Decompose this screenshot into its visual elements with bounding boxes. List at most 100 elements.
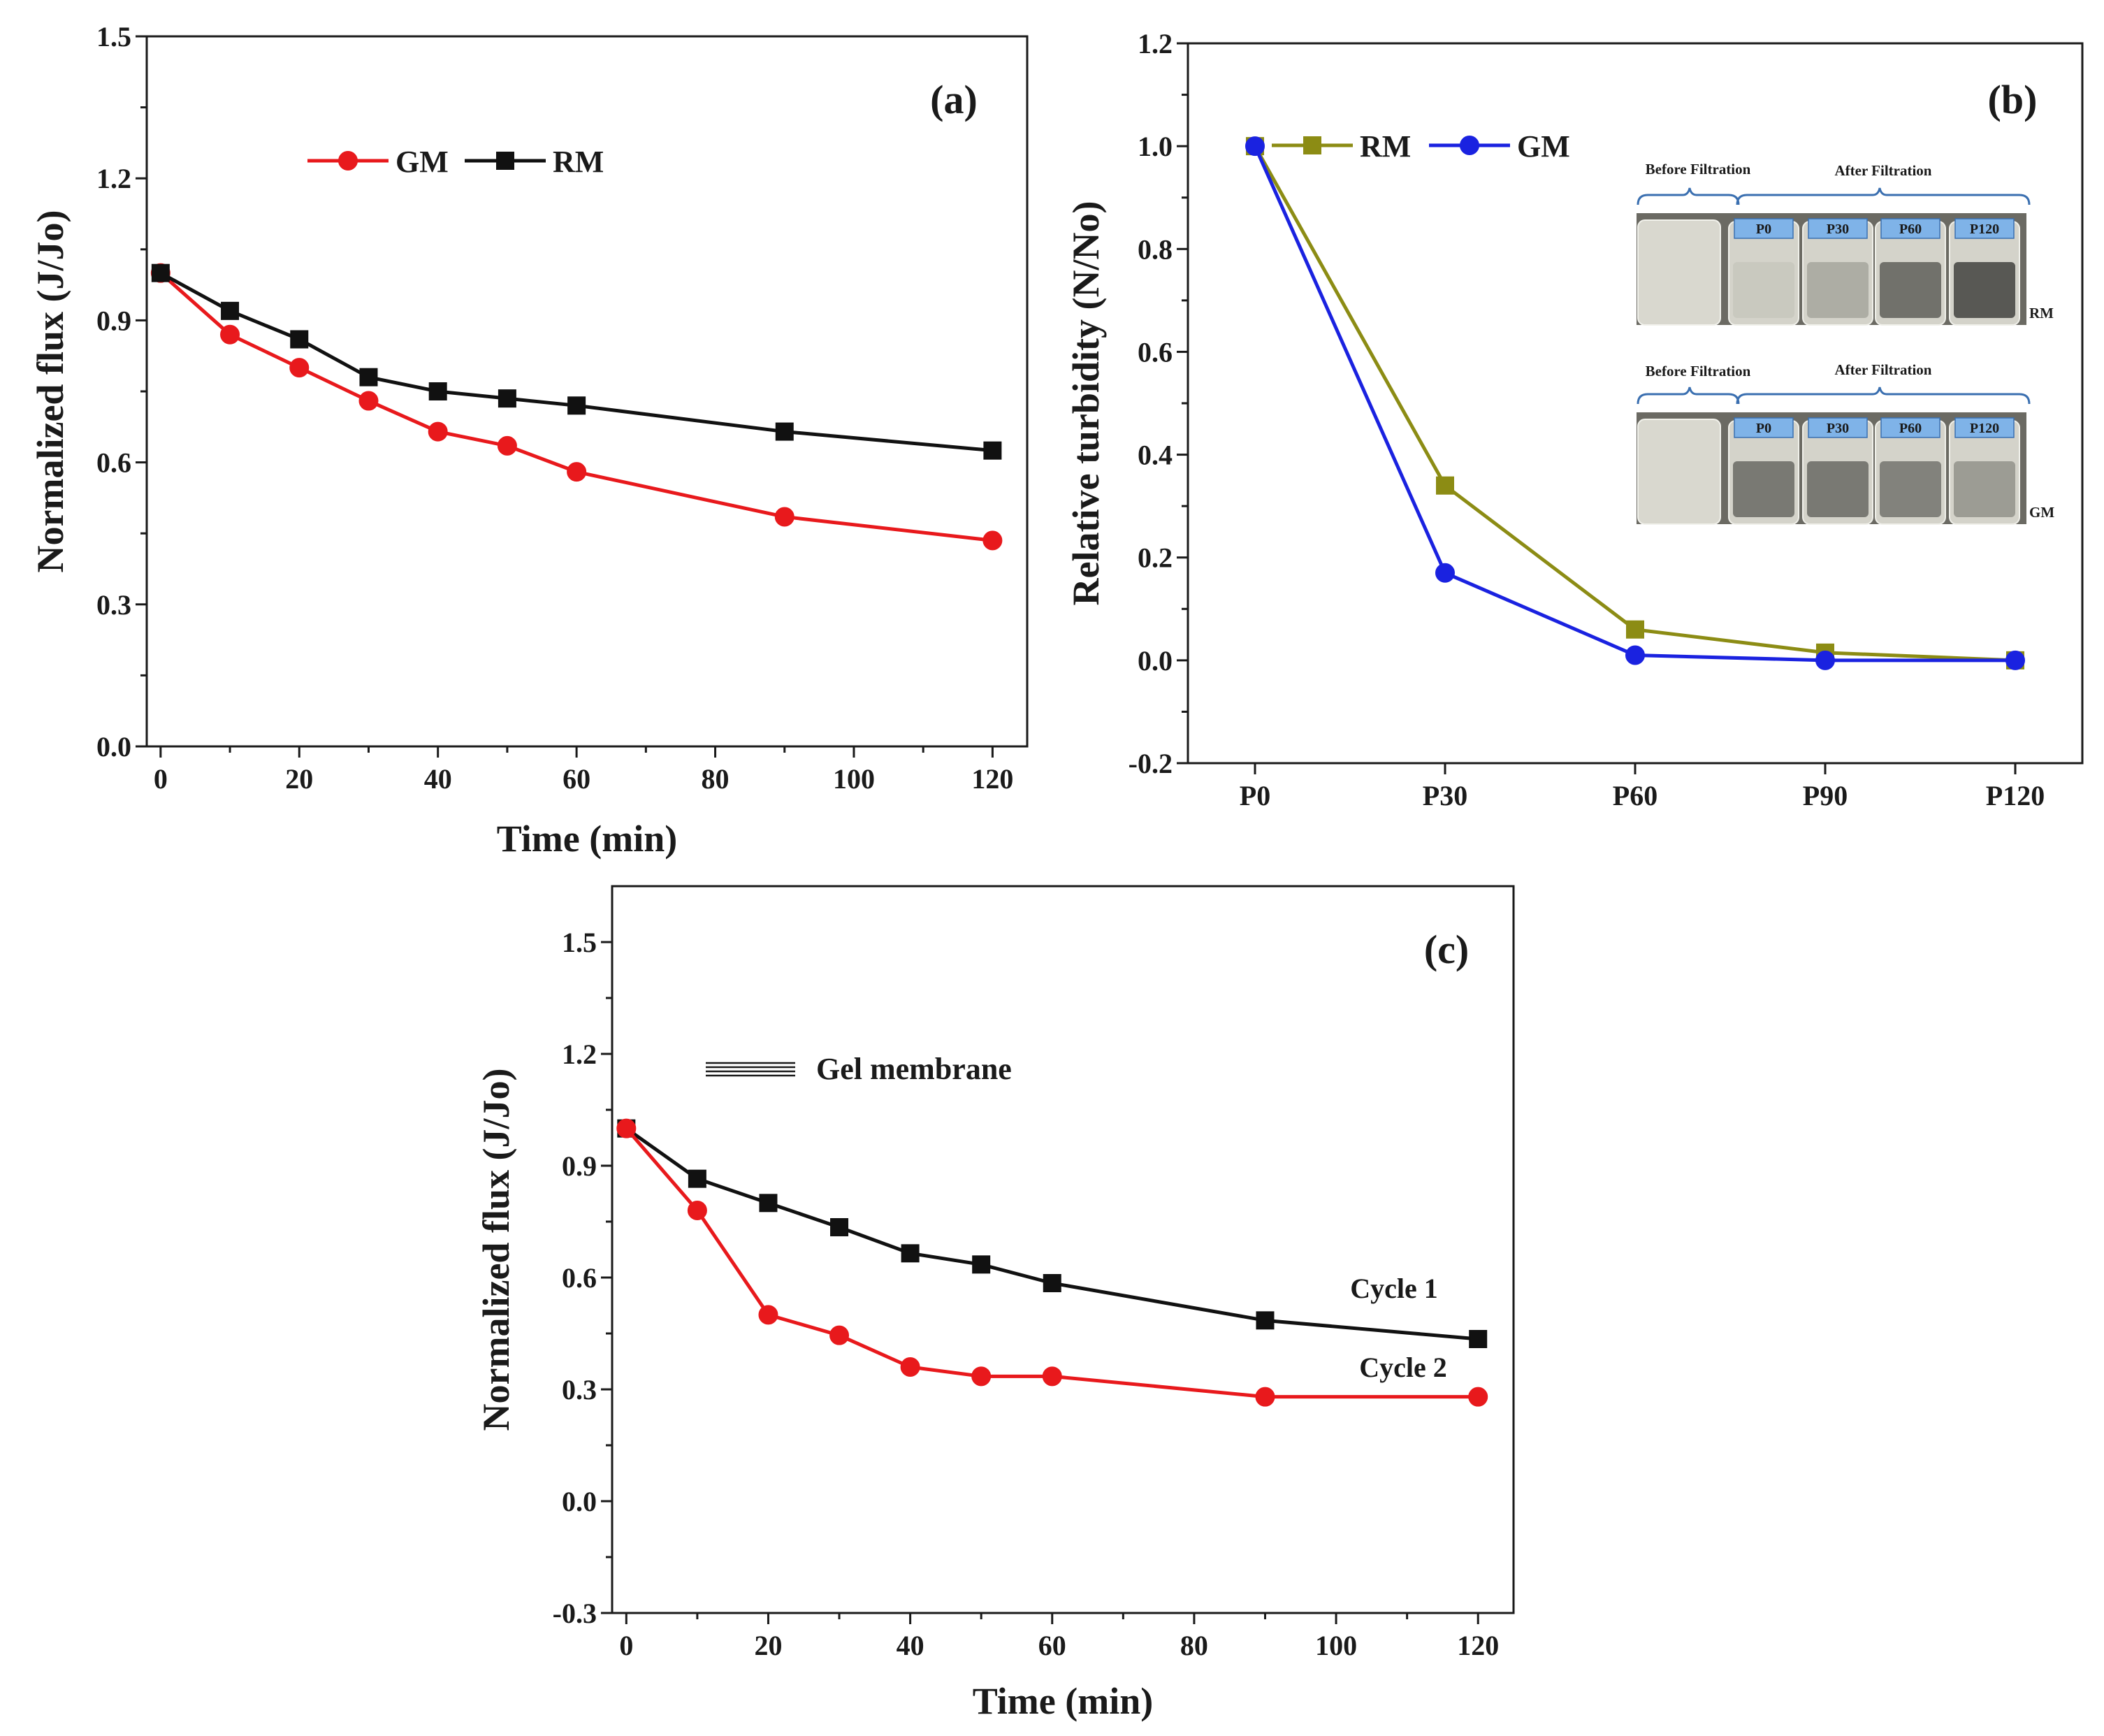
x-tick-label: 20 [285,763,313,795]
vial-sediment [1880,461,1941,517]
vial-tag-box [1808,218,1868,239]
vial-sediment [1807,461,1869,517]
inset-photo-gm: Before Filtration After Filtration P0 P30 P6… [1637,361,2054,525]
photo-side-label: GM [2029,504,2054,521]
y-tick-label: 1.2 [562,1039,597,1070]
before-bracket [1637,386,1740,405]
data-point-cycle-1 [688,1169,706,1188]
data-point-cycle-1 [830,1218,849,1236]
y-tick-label: -0.2 [1129,748,1173,779]
before-filtration-caption: Before Filtration [1646,363,1751,379]
vial-sediment [1807,262,1869,318]
data-point-rm [428,382,447,400]
vial-tag-box [1880,218,1940,239]
data-point-cycle-2 [616,1118,637,1138]
vial-tag-label: P0 [1756,222,1771,237]
y-tick-label: 0.0 [562,1486,597,1517]
vial-tag-label: P60 [1899,222,1922,237]
y-tick-label: 0.6 [562,1262,597,1294]
data-point-rm [983,441,1002,460]
vial-sediment [1733,262,1794,318]
x-tick-label: 20 [754,1630,782,1661]
vial-tag-label: P30 [1827,421,1849,436]
x-tick-label: 80 [1180,1630,1208,1661]
x-tick-label: P30 [1423,780,1467,811]
photo-side-label: RM [2029,305,2054,321]
vial-tag-box [1808,417,1868,438]
legend-label: RM [1360,129,1411,164]
plot-frame [611,885,1515,1614]
y-tick-label: 0.2 [1138,542,1173,574]
data-point-rm [221,301,240,320]
x-tick-label: 60 [563,763,590,795]
y-tick-label: 0.3 [96,589,131,621]
y-axis-title: Relative turbidity (N/No) [1065,201,1107,606]
y-tick-label: -0.3 [553,1598,597,1629]
vial-tag-label: P60 [1899,421,1922,436]
vial-tag-box [1954,218,2015,239]
vial-tag-label: P0 [1756,421,1771,436]
before-bracket [1637,187,1740,205]
data-point-cycle-1 [972,1255,991,1274]
y-tick-label: 0.0 [96,731,131,762]
x-tick-label: 100 [833,763,875,795]
vial-sediment [1954,461,2015,517]
data-point-cycle-1 [1256,1311,1275,1330]
legend-marker [338,151,358,171]
y-tick-label: 0.3 [562,1374,597,1405]
data-point-gm [428,421,448,442]
y-tick-label: 0.9 [96,305,131,336]
before-filtration-caption: Before Filtration [1646,161,1751,178]
data-point-cycle-1 [1043,1274,1061,1292]
x-tick-label: 80 [702,763,730,795]
data-point-cycle-2 [900,1357,920,1377]
data-point-rm [1436,476,1454,495]
y-tick-label: 0.6 [96,447,131,479]
x-tick-label: 60 [1038,1630,1066,1661]
data-point-rm [290,330,309,349]
legend-label: GM [396,145,449,179]
data-point-cycle-2 [1468,1387,1488,1407]
vial-sediment [1733,461,1794,517]
vial-before [1637,219,1721,326]
vial-sediment [1880,262,1941,318]
data-point-gm [220,324,240,345]
data-point-gm [358,391,379,411]
vial-tag-box [1880,417,1940,438]
plot-frame [145,35,1029,748]
inset-photo-rm: Before Filtration After Filtration P0 P30 P6… [1637,161,2054,326]
data-point-gm [1815,650,1835,670]
vial-sediment [1954,262,2015,318]
after-bracket [1736,187,2031,205]
data-point-cycle-2 [971,1366,992,1387]
vial-tag-label: P120 [1970,421,1999,436]
data-point-rm [1626,620,1644,639]
data-point-gm [2005,650,2025,670]
data-point-gm [497,435,517,456]
data-point-rm [498,389,516,408]
after-bracket [1736,386,2031,405]
legend-marker [496,152,514,170]
data-point-cycle-1 [901,1244,920,1263]
y-tick-label: 1.0 [1138,131,1173,162]
series-line-cycle-2 [625,1127,1479,1399]
data-point-cycle-2 [687,1201,707,1220]
data-point-rm [151,263,170,282]
x-tick-label: 120 [971,763,1013,795]
data-point-rm [359,368,378,386]
panel-c-cycle-chart: -0.3 0.0 0.3 0.6 0.9 1.2 1.5 0 20 40 60 80 100 120 Tim… [475,885,1515,1722]
legend-label: Gel membrane [816,1052,1012,1086]
y-tick-label: 0.6 [1138,336,1173,368]
vial-tag-box [1734,218,1794,239]
panel-b-turbidity-chart: -0.2 0.0 0.2 0.4 0.6 0.8 1.0 1.2 P0 P30 P60 P90 P120… [1065,28,2084,811]
x-tick-label: 100 [1315,1630,1357,1661]
y-tick-label: 0.0 [1138,645,1173,677]
data-point-gm [1435,563,1455,583]
data-point-cycle-1 [1469,1330,1488,1348]
x-tick-label: 0 [619,1630,633,1661]
data-point-gm [289,358,310,378]
x-tick-label: 40 [897,1630,924,1661]
y-axis-title: Normalized flux (J/Jo) [29,210,71,573]
data-point-cycle-2 [829,1325,850,1345]
